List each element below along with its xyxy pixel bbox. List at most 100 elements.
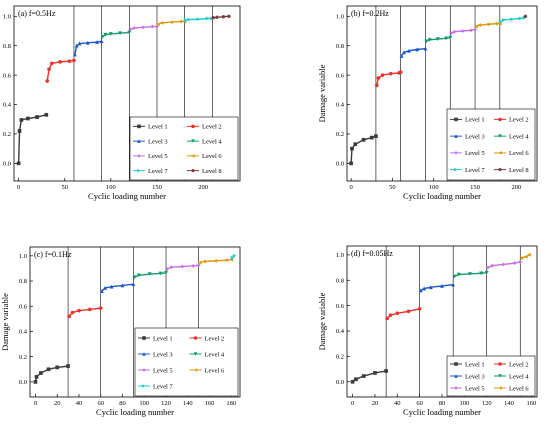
data-point [187, 17, 192, 22]
series-4 [424, 35, 453, 44]
data-point [523, 14, 528, 18]
data-point [510, 17, 515, 22]
data-point [44, 112, 49, 117]
y-tick-label: 0.6 [19, 303, 28, 310]
y-tick-label: 0.8 [336, 277, 344, 284]
legend-marker [498, 362, 502, 366]
data-point [399, 53, 404, 58]
chart-panel-4: 0 20 40 60 80 100 120 140 160 0.0 0.2 0.4 0.6 0.8 1.0 C… [317, 245, 538, 417]
legend-label: Level 7 [153, 383, 173, 390]
y-tick-label: 0.4 [336, 328, 345, 335]
series-5 [449, 27, 477, 36]
data-point [477, 23, 482, 28]
data-point [131, 282, 136, 287]
data-point [388, 71, 393, 76]
x-axis-title: Cyclic loading number [96, 407, 174, 417]
panel-title: (a) f=0.5Hz [18, 9, 56, 18]
legend-marker [142, 384, 146, 388]
legend-label: Level 6 [509, 385, 529, 392]
data-point [361, 137, 366, 142]
legend-label: Level 4 [205, 351, 225, 358]
legend-label: Level 1 [465, 361, 485, 368]
legend-box [446, 108, 536, 181]
legend-marker [454, 151, 458, 155]
legend-marker [137, 124, 141, 129]
data-point [469, 28, 473, 33]
x-tick-label: 0 [34, 400, 37, 407]
x-tick-label: 150 [152, 184, 162, 191]
x-tick-label: 160 [205, 400, 215, 407]
data-point [47, 67, 51, 72]
legend-label: Level 1 [148, 124, 168, 131]
data-point [415, 47, 420, 52]
data-point [223, 258, 228, 263]
series-line [400, 47, 426, 57]
data-point [518, 16, 523, 21]
y-tick-label: 0.2 [3, 131, 11, 138]
data-point [168, 20, 173, 25]
legend-label: Level 8 [202, 168, 222, 175]
series-2 [385, 307, 422, 321]
data-point [100, 35, 105, 39]
legend-label: Level 5 [465, 150, 485, 157]
legend-marker [498, 134, 502, 138]
x-tick-label: 200 [511, 184, 521, 191]
data-point [449, 31, 453, 36]
data-point [49, 61, 54, 66]
data-point [485, 22, 490, 27]
y-tick-label: 0.6 [3, 72, 12, 79]
series-3 [99, 282, 136, 293]
data-point [72, 52, 77, 57]
data-point [349, 161, 353, 166]
data-point [103, 32, 108, 37]
data-point [132, 275, 137, 280]
data-point [460, 29, 465, 33]
x-axis-title: Cyclic loading number [88, 191, 166, 201]
legend-label: Level 1 [153, 335, 173, 342]
data-point [479, 271, 484, 276]
data-point [423, 46, 428, 51]
legend: Level 1 Level 2 Level 3 Level 4 Level 5 Level… [134, 327, 239, 397]
x-tick-label: 80 [119, 400, 126, 407]
y-tick-label: 0.8 [3, 43, 11, 50]
x-tick-label: 150 [470, 184, 480, 191]
data-point [99, 289, 104, 293]
series-4 [100, 30, 132, 39]
data-point [183, 18, 188, 22]
y-axis-title: Damage variable [0, 293, 10, 351]
series-7 [230, 253, 237, 260]
data-point [402, 50, 406, 55]
data-point [221, 15, 226, 19]
data-point [444, 36, 449, 41]
series-5 [485, 259, 523, 270]
data-point [155, 24, 159, 29]
data-point [17, 129, 22, 133]
data-point [45, 79, 50, 83]
data-point [77, 308, 81, 313]
data-point [77, 41, 82, 46]
data-point [230, 255, 235, 260]
x-tick-label: 140 [183, 400, 193, 407]
legend-marker [191, 124, 195, 129]
legend-marker [137, 154, 141, 158]
x-tick-label: 160 [527, 400, 537, 407]
data-point [158, 271, 163, 276]
data-point [498, 19, 503, 24]
panel-title: (c) f=0.1Hz [34, 250, 72, 259]
legend-marker [498, 168, 502, 172]
x-tick-label: 60 [97, 400, 104, 407]
plot-frame [346, 5, 538, 182]
x-tick-label: 40 [76, 400, 83, 407]
legend-label: Level 5 [465, 385, 485, 392]
series-line [101, 283, 134, 292]
data-point [502, 18, 506, 22]
data-point [417, 307, 422, 311]
legend-marker [193, 336, 198, 340]
data-point [165, 267, 170, 271]
data-point [473, 27, 477, 32]
legend-label: Level 3 [465, 373, 485, 380]
y-tick-label: 0.0 [19, 379, 27, 386]
data-point [518, 259, 523, 264]
legend-label: Level 6 [202, 153, 222, 160]
